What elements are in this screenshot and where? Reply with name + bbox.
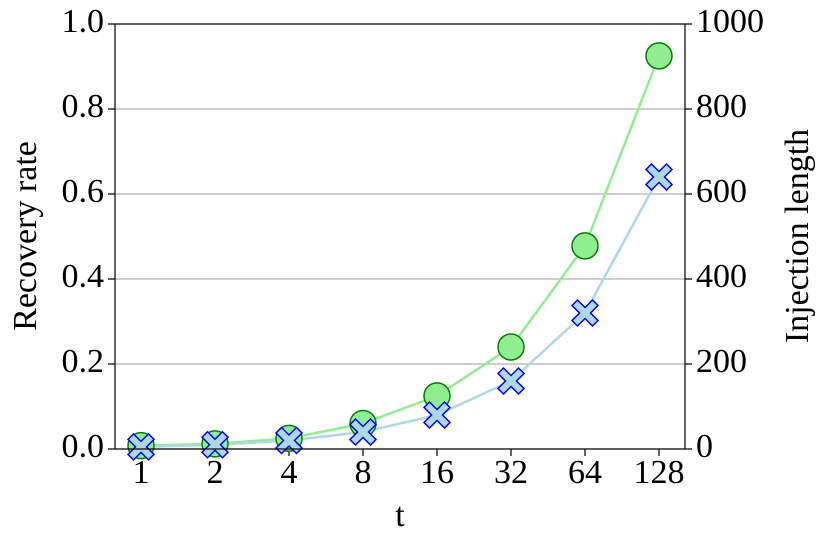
marker <box>496 366 526 396</box>
marker <box>200 430 230 459</box>
y-tick-label: 0.2 <box>62 343 105 380</box>
x-tick-label: 128 <box>634 454 685 491</box>
y2-tick-label: 0 <box>696 428 713 465</box>
marker <box>126 432 156 461</box>
y2-tick-label: 200 <box>696 343 747 380</box>
y-tick-label: 0.0 <box>62 428 105 465</box>
marker <box>497 333 525 361</box>
x-tick-label: 2 <box>207 454 224 491</box>
marker <box>571 232 599 260</box>
y-tick-label: 0.6 <box>62 173 105 210</box>
y-tick-label: 0.4 <box>62 258 105 295</box>
y2-tick-label: 400 <box>696 258 747 295</box>
y-axis-label: Recovery rate <box>7 141 44 331</box>
x-tick-label: 32 <box>494 454 528 491</box>
x-tick-label: 1 <box>133 454 150 491</box>
y-tick-label: 0.8 <box>62 88 105 125</box>
marker <box>422 400 452 430</box>
y2-axis-label: Injection length <box>779 129 816 343</box>
x-axis-label: t <box>395 497 405 534</box>
marker <box>274 426 304 455</box>
y2-tick-label: 800 <box>696 88 747 125</box>
marker <box>644 162 674 192</box>
y-tick-label: 1.0 <box>62 3 105 40</box>
x-tick-label: 16 <box>420 454 454 491</box>
marker <box>645 42 673 70</box>
marker <box>570 298 600 328</box>
y2-tick-label: 1000 <box>696 3 764 40</box>
marker <box>348 417 378 447</box>
x-tick-label: 64 <box>568 454 602 491</box>
x-tick-label: 4 <box>281 454 298 491</box>
x-tick-label: 8 <box>355 454 372 491</box>
plot-frame <box>114 23 686 450</box>
y2-tick-label: 600 <box>696 173 747 210</box>
